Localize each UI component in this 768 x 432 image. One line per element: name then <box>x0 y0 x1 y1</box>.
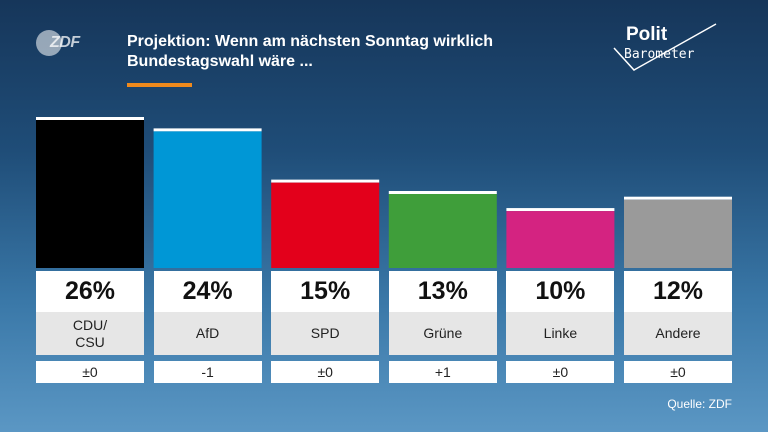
value-label: 24% <box>153 271 262 312</box>
change-label: -1 <box>153 361 262 383</box>
change-label: +1 <box>388 361 497 383</box>
category-label: CDU/ CSU <box>36 312 144 355</box>
value-label: 15% <box>271 271 380 312</box>
logo-barometer-text: Barometer <box>624 47 695 62</box>
change-label: ±0 <box>624 361 732 383</box>
zdf-logo-circle <box>36 30 62 56</box>
value-label: 13% <box>388 271 497 312</box>
politbarometer-logo: Polit Barometer <box>612 22 722 74</box>
bar-cap <box>153 128 262 132</box>
bar-cap <box>36 117 144 120</box>
category-label: Grüne <box>388 312 497 355</box>
bar-cap <box>388 191 497 194</box>
bar <box>506 211 615 268</box>
logo-polit-text: Polit <box>626 24 668 45</box>
value-label: 10% <box>506 271 615 312</box>
zdf-logo-text: ZDF <box>50 34 80 51</box>
bar-cap <box>271 179 380 183</box>
value-label: 12% <box>624 271 732 312</box>
source-label: Quelle: ZDF <box>667 397 732 411</box>
zdf-logo: ZDF <box>36 30 96 58</box>
bar <box>153 131 262 268</box>
change-label: ±0 <box>271 361 380 383</box>
bar <box>388 194 497 268</box>
bar-cap <box>624 196 732 200</box>
chart-title: Projektion: Wenn am nächsten Sonntag wir… <box>127 33 493 70</box>
category-label: SPD <box>271 312 380 355</box>
category-label: Andere <box>624 312 732 355</box>
checkmark-icon <box>613 23 717 71</box>
bar-cap <box>506 208 615 212</box>
change-label: ±0 <box>36 361 144 383</box>
bar <box>624 199 732 268</box>
title-accent-line <box>127 83 192 87</box>
value-label: 26% <box>36 271 144 312</box>
category-label: AfD <box>153 312 262 355</box>
bar <box>271 182 380 268</box>
bar <box>36 120 144 268</box>
change-label: ±0 <box>506 361 615 383</box>
category-label: Linke <box>506 312 615 355</box>
